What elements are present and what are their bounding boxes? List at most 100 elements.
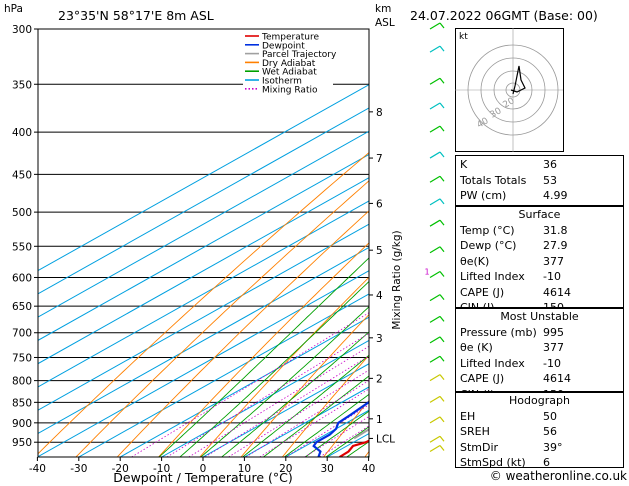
temperature-label: 0	[200, 463, 207, 475]
wind-barb-flag	[439, 271, 445, 277]
index-row: Totals Totals 53	[456, 173, 623, 189]
most-unstable-row: Lifted Index -10	[456, 356, 623, 372]
surface-title: Surface	[518, 208, 561, 221]
wet-adiabat	[200, 306, 369, 457]
wind-barb	[429, 102, 441, 110]
mixing-ratio-axis-label: Mixing Ratio (g/kg)	[391, 230, 403, 329]
index-row: PW (cm) 4.99	[456, 188, 623, 204]
wind-barbs	[429, 22, 445, 453]
wind-barb	[429, 175, 441, 183]
wind-barb-flag	[439, 45, 445, 52]
wind-barb	[429, 435, 441, 443]
most-unstable-box: Most Unstable Pressure (mb) 995 θe (K) 377 L…	[455, 308, 624, 401]
temperature-label: -30	[70, 463, 87, 475]
temperature-label: 20	[279, 463, 292, 475]
surface-row: Lifted Index -10	[456, 269, 623, 285]
most-unstable-value: 995	[543, 325, 564, 339]
series-dewpoint	[312, 400, 369, 457]
most-unstable-title: Most Unstable	[500, 310, 579, 323]
pressure-label: 400	[12, 127, 32, 139]
wind-barb-flag	[439, 315, 445, 322]
surface-value: 27.9	[543, 239, 568, 252]
isotherm	[38, 84, 369, 272]
pressure-label: 950	[12, 437, 32, 449]
hpa-label: hPa	[4, 3, 23, 15]
legend-entry: Dewpoint	[262, 41, 305, 51]
km-label: 6	[376, 198, 383, 210]
surface-value: 377	[543, 254, 564, 268]
surface-label: Temp (°C)	[460, 223, 515, 237]
most-unstable-label: θe (K)	[460, 341, 493, 354]
hodograph-param-label: StmDir	[460, 440, 499, 454]
pressure-label: 650	[12, 301, 32, 313]
pressure-label: 550	[12, 241, 32, 253]
index-value: 53	[543, 173, 557, 187]
mixing-ratio-line	[259, 388, 369, 457]
wind-barb-flag	[439, 395, 445, 402]
pressure-label: 800	[12, 376, 32, 388]
most-unstable-label: Pressure (mb)	[460, 325, 537, 339]
index-row: K 36	[456, 157, 623, 173]
surface-label: Lifted Index	[460, 270, 525, 283]
surface-row: CAPE (J) 4614	[456, 285, 623, 301]
legend-background	[243, 30, 333, 93]
temperature-label: -20	[112, 463, 129, 475]
hodograph-param-value: 39°	[543, 440, 563, 454]
surface-label: θe(K)	[460, 254, 490, 268]
wind-barb	[429, 416, 441, 424]
hodograph-param-label: EH	[460, 409, 476, 423]
surface-value: 31.8	[543, 223, 568, 237]
wind-barb-flag	[439, 151, 445, 158]
wind-barb	[429, 198, 441, 206]
pressure-label: 600	[12, 272, 32, 284]
temperature-label: 40	[362, 463, 375, 475]
wind-barb-flag	[439, 435, 445, 442]
index-label: K	[460, 158, 468, 171]
isotherm	[119, 316, 369, 457]
wet-adiabat	[179, 280, 369, 457]
isotherm	[38, 223, 369, 411]
temperature-label: -40	[29, 463, 46, 475]
wind-barb-flag	[439, 445, 445, 451]
isotherm	[78, 293, 369, 457]
datetime-title: 24.07.2022 06GMT (Base: 00)	[410, 8, 598, 23]
wind-barb	[429, 219, 441, 227]
wind-barb	[429, 445, 441, 453]
surface-value: -10	[543, 270, 561, 283]
legend-entry: Temperature	[261, 33, 319, 43]
pressure-label: 500	[12, 207, 32, 219]
isotherm	[38, 130, 369, 318]
surface-label: CAPE (J)	[460, 285, 505, 299]
hodograph-trace	[510, 65, 526, 95]
isotherm	[202, 363, 369, 457]
mixing-ratio-line	[319, 425, 369, 457]
hodograph-unit-label: kt	[459, 32, 468, 42]
dry-adiabat	[240, 313, 369, 457]
hodograph-param-label: StmSpd (kt)	[460, 456, 526, 469]
surface-row: Temp (°C) 31.8	[456, 223, 623, 239]
temperature-label: 30	[321, 463, 334, 475]
wind-barb	[429, 315, 441, 323]
dry-adiabat	[38, 151, 369, 455]
wind-barb-flag	[439, 416, 445, 423]
dry-adiabat	[281, 354, 369, 457]
wind-barb	[429, 374, 441, 382]
surface-box: Surface Temp (°C) 31.8 Dewp (°C) 27.9 θe(K) 3…	[455, 206, 624, 314]
pressure-label: 350	[12, 79, 32, 91]
dry-adiabat	[75, 180, 369, 457]
most-unstable-value: 4614	[543, 372, 571, 385]
mixing-ratio-line	[228, 369, 369, 457]
wet-adiabat	[158, 257, 369, 457]
pressure-label: 900	[12, 418, 32, 430]
hodograph-param-value: 50	[543, 409, 557, 423]
pressure-label: 450	[12, 169, 32, 181]
km-label: 1	[376, 414, 383, 426]
km-label: 7	[376, 153, 383, 165]
wet-adiabat	[304, 410, 369, 457]
isotherm	[161, 339, 369, 457]
wet-adiabat	[284, 393, 369, 457]
wind-barb	[429, 246, 441, 254]
legend-entry: Dry Adiabat	[262, 59, 316, 69]
x-axis-label: Dewpoint / Temperature (°C)	[113, 470, 292, 485]
